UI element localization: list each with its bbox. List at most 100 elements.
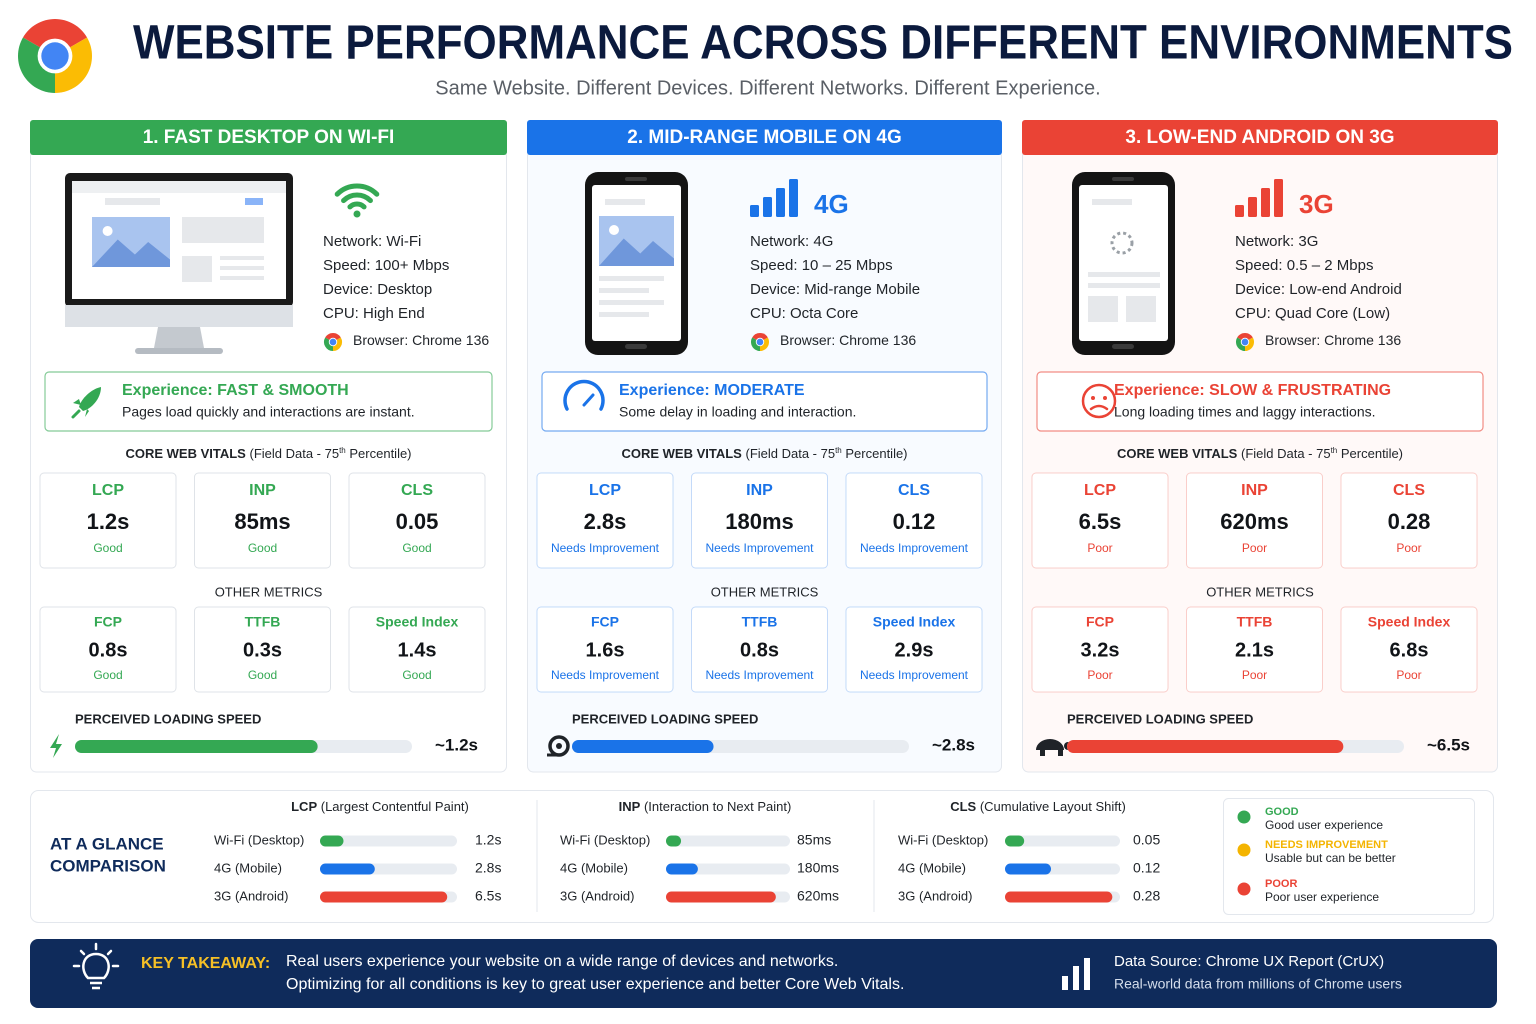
spec-label: Network: (750, 233, 809, 250)
metric-name: FCP (94, 614, 122, 630)
spec-line: Network: Wi-Fi (323, 233, 421, 250)
vitals-heading: CORE WEB VITALS (Field Data - 75th Perce… (1117, 446, 1403, 461)
metric-card (194, 472, 331, 569)
legend-description: Poor user experience (1265, 890, 1379, 904)
browser-line: Browser: Chrome 136 (780, 332, 916, 348)
network-label: 3G (1299, 189, 1334, 219)
bar-value: 2.8s (475, 860, 501, 876)
panel-header (527, 120, 1002, 155)
metric-card (536, 472, 674, 569)
rocket-icon (79, 387, 101, 411)
source-title: Data Source: Chrome UX Report (CrUX) (1114, 953, 1384, 970)
vitals-sup: th (835, 446, 842, 455)
metric-description: (Cumulative Layout Shift) (980, 799, 1126, 814)
metric-abbr: INP (619, 799, 641, 814)
metric-value: 2.1s (1235, 639, 1274, 661)
image-mountain (599, 238, 674, 266)
bulb-ray (79, 949, 86, 956)
metric-rating: Good (402, 541, 431, 555)
footer-banner (30, 939, 1497, 1008)
image-sun (609, 225, 619, 235)
metric-card (691, 606, 828, 693)
metric-name: Speed Index (376, 614, 459, 630)
metric-card (536, 606, 674, 693)
comparison-box (30, 790, 1494, 923)
metric-value: 6.5s (1079, 509, 1122, 534)
spec-label: CPU: (750, 305, 786, 322)
content-line (220, 256, 264, 260)
vitals-sup: th (339, 446, 346, 455)
phone-home (625, 344, 647, 349)
progress-fill (572, 740, 714, 753)
metric-name: Speed Index (1368, 614, 1451, 630)
bar-track (666, 835, 790, 847)
metric-value: 1.6s (586, 639, 625, 661)
perceived-value: ~2.8s (932, 735, 975, 754)
loading-spinner (1110, 231, 1134, 255)
phone-speaker (1112, 177, 1134, 181)
metric-rating: Good (248, 668, 277, 682)
metric-rating: Poor (1396, 541, 1421, 555)
metric-rating: Good (248, 541, 277, 555)
bar-track (1005, 835, 1120, 847)
comparison-heading: CLS (Cumulative Layout Shift) (950, 799, 1126, 814)
wifi-arc (334, 183, 380, 197)
content-block (1088, 296, 1118, 322)
takeaway-text: Real users experience your website on a … (286, 953, 838, 970)
metric-card (348, 606, 486, 693)
spec-label: Speed: (323, 257, 371, 274)
metric-abbr: CLS (950, 799, 976, 814)
browser-button (245, 198, 263, 205)
spec-line: CPU: Octa Core (750, 305, 858, 322)
metric-rating: Good (93, 668, 122, 682)
metric-rating: Good (93, 541, 122, 555)
spec-line: Speed: 10 – 25 Mbps (750, 257, 893, 274)
bar-value: 6.5s (475, 888, 501, 904)
content-line (220, 266, 264, 270)
metric-value: 3.2s (1081, 639, 1120, 661)
chrome-logo (324, 333, 342, 351)
signal-bar (1248, 197, 1257, 217)
image-sun (102, 226, 113, 236)
network-label: 4G (814, 189, 849, 219)
comparison-bar (666, 891, 776, 903)
experience-box (44, 371, 493, 432)
gauge-icon (563, 379, 605, 411)
browser-line: Browser: Chrome 136 (1265, 332, 1401, 348)
spec-value: 10 – 25 Mbps (802, 257, 893, 274)
spec-value: Quad Core (Low) (1275, 305, 1390, 322)
metric-name: FCP (1086, 614, 1114, 630)
metric-rating: Poor (1242, 541, 1267, 555)
bolt-icon (50, 734, 62, 758)
monitor-base (135, 348, 223, 354)
spec-label: Device: (323, 281, 373, 298)
spec-line: CPU: Quad Core (Low) (1235, 305, 1390, 322)
metric-abbr: LCP (291, 799, 317, 814)
takeaway-text: Optimizing for all conditions is key to … (286, 976, 904, 993)
rocket-flame (71, 409, 81, 419)
metric-value: 2.8s (584, 509, 627, 534)
content-line (599, 312, 649, 317)
vitals-heading: CORE WEB VITALS (Field Data - 75th Perce… (621, 446, 907, 461)
experience-title: Experience: MODERATE (619, 382, 805, 399)
bar-value: 1.2s (475, 832, 501, 848)
perceived-title: PERCEIVED LOADING SPEED (75, 711, 261, 726)
panel-heading: 2. MID-RANGE MOBILE ON 4G (627, 127, 901, 148)
spec-value: 3G (1298, 233, 1318, 250)
rocket-fin (73, 399, 89, 417)
spec-label: CPU: (323, 305, 359, 322)
spec-line: Device: Low-end Android (1235, 281, 1402, 298)
metric-name: LCP (92, 482, 124, 499)
legend-description: Usable but can be better (1265, 851, 1396, 865)
metric-description: (Interaction to Next Paint) (644, 799, 791, 814)
logo-center (41, 42, 69, 70)
signal-bar (1235, 205, 1244, 217)
bar-value: 180ms (797, 860, 839, 876)
other-metrics-heading: OTHER METRICS (215, 584, 323, 599)
wifi-arc (341, 192, 373, 204)
metric-value: 2.9s (895, 639, 934, 661)
spec-line: Speed: 100+ Mbps (323, 257, 449, 274)
spec-line: Speed: 0.5 – 2 Mbps (1235, 257, 1373, 274)
wifi-dot (353, 210, 361, 218)
bar-value: 0.05 (1133, 832, 1160, 848)
